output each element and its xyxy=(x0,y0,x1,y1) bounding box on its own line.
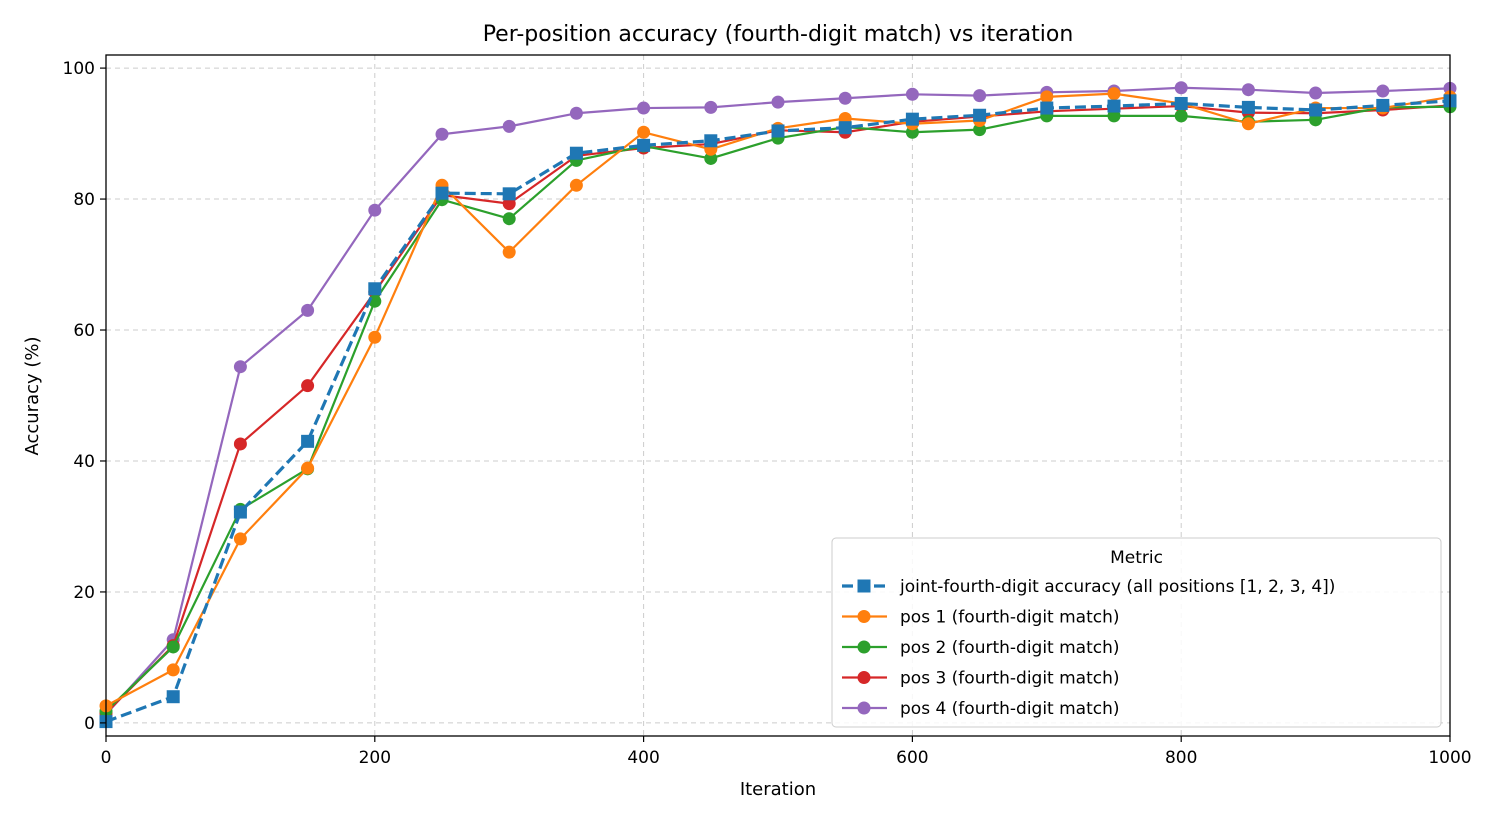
x-tick-label: 600 xyxy=(896,748,928,768)
data-point xyxy=(704,151,718,165)
y-tick-label: 80 xyxy=(73,190,95,210)
data-point xyxy=(368,203,382,217)
legend-entry: pos 4 (fourth-digit match) xyxy=(842,699,1120,719)
data-point xyxy=(637,138,651,152)
data-point xyxy=(1309,86,1323,100)
data-point xyxy=(435,127,449,141)
data-point xyxy=(1241,117,1255,131)
y-tick-label: 100 xyxy=(63,59,95,79)
legend-entry: pos 3 (fourth-digit match) xyxy=(842,669,1120,689)
legend-entry: joint-fourth-digit accuracy (all positio… xyxy=(842,577,1335,597)
chart-title: Per-position accuracy (fourth-digit matc… xyxy=(483,22,1074,47)
legend-title: Metric xyxy=(1110,548,1163,568)
data-point xyxy=(1174,96,1188,110)
data-point xyxy=(502,119,516,133)
x-tick-label: 0 xyxy=(101,748,112,768)
data-point xyxy=(704,134,718,148)
data-point xyxy=(435,186,449,200)
data-point xyxy=(233,437,247,451)
y-tick-label: 0 xyxy=(84,714,95,734)
legend-swatch-marker xyxy=(857,610,871,623)
data-point xyxy=(838,121,852,135)
data-point xyxy=(905,112,919,126)
data-point xyxy=(569,146,583,160)
data-point xyxy=(905,87,919,101)
data-point xyxy=(973,108,987,122)
legend-swatch-marker xyxy=(857,701,871,715)
data-point xyxy=(1309,103,1323,117)
data-point xyxy=(368,282,382,296)
data-point xyxy=(973,89,987,103)
data-point xyxy=(301,434,315,448)
data-point xyxy=(502,245,516,259)
data-point xyxy=(1174,109,1188,123)
y-tick-label: 60 xyxy=(73,321,95,341)
x-axis-label: Iteration xyxy=(740,779,816,800)
y-tick-label: 40 xyxy=(73,452,95,472)
data-point xyxy=(1376,98,1390,112)
plot-frame xyxy=(105,54,1451,737)
series-layer xyxy=(99,81,1457,729)
data-point xyxy=(301,379,315,393)
legend-label: pos 3 (fourth-digit match) xyxy=(900,669,1120,689)
data-point xyxy=(838,91,852,105)
data-point xyxy=(1040,101,1054,115)
data-point xyxy=(301,461,315,475)
data-point xyxy=(569,178,583,192)
data-point xyxy=(1241,83,1255,97)
data-point xyxy=(1309,113,1323,127)
legend-label: pos 4 (fourth-digit match) xyxy=(900,699,1120,719)
data-point xyxy=(233,505,247,519)
data-point xyxy=(233,360,247,374)
data-point xyxy=(1107,87,1121,101)
data-point xyxy=(502,197,516,211)
data-point xyxy=(301,303,315,317)
legend-label: pos 2 (fourth-digit match) xyxy=(900,638,1120,658)
ticks-layer: 0 200 400 600 800 1000 0 20 40 60 80 100 xyxy=(63,59,1472,768)
data-point xyxy=(502,212,516,226)
data-point xyxy=(637,101,651,115)
data-point xyxy=(771,95,785,109)
data-point xyxy=(1241,100,1255,114)
series-1 xyxy=(99,94,1457,729)
x-tick-label: 400 xyxy=(627,748,659,768)
data-point xyxy=(502,187,516,201)
data-point xyxy=(233,532,247,546)
data-point xyxy=(1107,109,1121,123)
x-tick-label: 1000 xyxy=(1428,748,1471,768)
legend-box xyxy=(831,537,1442,728)
legend-entry: pos 1 (fourth-digit match) xyxy=(842,608,1120,628)
x-tick-label: 200 xyxy=(359,748,391,768)
data-point xyxy=(569,106,583,120)
data-point xyxy=(637,125,651,139)
data-point xyxy=(166,690,180,704)
data-point xyxy=(1040,90,1054,104)
data-point xyxy=(771,124,785,138)
data-point xyxy=(368,330,382,344)
legend-label: pos 1 (fourth-digit match) xyxy=(900,608,1120,628)
legend-swatch-marker xyxy=(857,579,871,593)
data-point xyxy=(973,123,987,137)
data-point xyxy=(704,100,718,114)
data-point xyxy=(166,663,180,677)
data-point xyxy=(1174,81,1188,95)
legend-label: joint-fourth-digit accuracy (all positio… xyxy=(899,577,1335,597)
legend-swatch-marker xyxy=(857,671,871,684)
legend-entry: pos 2 (fourth-digit match) xyxy=(842,638,1120,658)
legend: Metric joint-fourth-digit accuracy (all p… xyxy=(831,537,1442,728)
data-point xyxy=(1376,84,1390,98)
x-tick-label: 800 xyxy=(1165,748,1197,768)
data-point xyxy=(166,640,180,654)
y-axis-label: Accuracy (%) xyxy=(22,336,43,455)
data-point xyxy=(1107,99,1121,113)
y-tick-label: 20 xyxy=(73,583,95,603)
legend-swatch-marker xyxy=(857,640,871,654)
